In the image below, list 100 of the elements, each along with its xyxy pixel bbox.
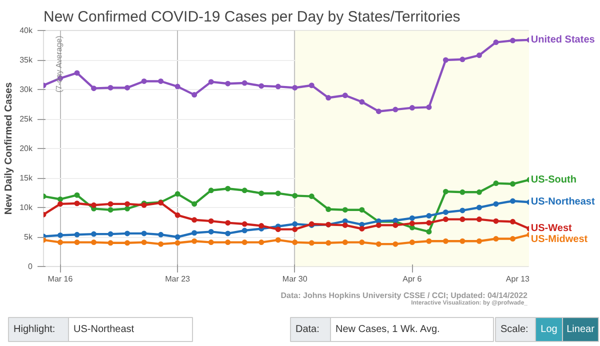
point <box>342 240 348 246</box>
point <box>493 180 499 186</box>
point <box>392 106 398 112</box>
series-label: US-Midwest <box>530 234 588 246</box>
point <box>124 201 130 207</box>
point <box>141 78 147 84</box>
point <box>442 209 448 215</box>
point <box>476 52 482 58</box>
point <box>409 215 415 221</box>
point <box>476 189 482 195</box>
point <box>174 84 180 90</box>
point <box>409 240 415 246</box>
point <box>359 207 365 213</box>
point <box>460 56 466 62</box>
point <box>242 188 248 194</box>
point <box>442 188 448 194</box>
y-tick-label: 30k <box>20 85 34 94</box>
point <box>174 240 180 246</box>
y-tick-label: 5k <box>24 232 34 242</box>
point <box>442 216 448 222</box>
point <box>376 222 382 228</box>
point <box>292 84 298 90</box>
point <box>308 240 314 246</box>
point <box>342 207 348 213</box>
point <box>174 234 180 240</box>
series-label: US-West <box>530 223 573 234</box>
point <box>242 221 248 227</box>
point <box>510 198 516 204</box>
point <box>74 232 80 238</box>
point <box>392 241 398 247</box>
point <box>225 80 231 86</box>
text: US-Northeast <box>74 324 134 335</box>
point <box>208 218 214 224</box>
point <box>359 240 365 246</box>
point <box>493 201 499 207</box>
x-tick-label: Apr 6 <box>402 274 422 284</box>
point <box>74 192 80 198</box>
point <box>442 57 448 63</box>
point <box>292 226 298 232</box>
x-tick-label: Apr 13 <box>506 274 530 284</box>
point <box>108 84 114 90</box>
point <box>292 221 298 227</box>
point <box>174 212 180 218</box>
point <box>308 82 314 88</box>
point <box>208 188 214 194</box>
point <box>392 222 398 228</box>
point <box>91 86 97 92</box>
point <box>141 230 147 236</box>
point <box>409 105 415 111</box>
y-tick-label: 10k <box>20 203 34 212</box>
point <box>493 218 499 224</box>
point <box>158 78 164 84</box>
point <box>58 240 64 246</box>
point <box>258 223 264 229</box>
point <box>275 84 281 90</box>
point <box>124 240 130 246</box>
series-label: US-Northeast <box>530 196 596 208</box>
point <box>326 240 332 246</box>
point <box>225 230 231 236</box>
point <box>225 186 231 192</box>
text: Data: <box>296 324 320 335</box>
point <box>108 231 114 237</box>
point <box>258 240 264 246</box>
point <box>192 201 198 207</box>
point <box>192 217 198 223</box>
point <box>493 40 499 46</box>
point <box>58 196 64 202</box>
point <box>460 238 466 244</box>
x-tick-label: Mar 23 <box>165 274 191 284</box>
point <box>74 200 80 206</box>
point <box>174 191 180 197</box>
y-tick-label: 40k <box>20 26 34 35</box>
point <box>141 240 147 246</box>
text: Scale: <box>500 324 528 335</box>
point <box>426 104 432 110</box>
point <box>108 207 114 213</box>
point <box>409 220 415 226</box>
point <box>108 201 114 207</box>
point <box>91 231 97 237</box>
text: Log <box>540 324 558 335</box>
point <box>192 92 198 98</box>
point <box>426 238 432 244</box>
point <box>359 226 365 232</box>
text: Highlight: <box>14 324 56 335</box>
point <box>124 230 130 236</box>
point <box>242 228 248 234</box>
point <box>208 228 214 234</box>
point <box>342 222 348 228</box>
point <box>208 79 214 85</box>
point <box>225 220 231 226</box>
text: New Cases, 1 Wk. Avg. <box>336 324 440 335</box>
text: Data: Johns Hopkins University CSSE / CCI; Updated: 04/14/2022 <box>280 291 528 300</box>
point <box>359 99 365 105</box>
point <box>74 70 80 76</box>
point <box>108 240 114 246</box>
y-tick-label: 15k <box>20 174 34 182</box>
text: Linear <box>566 324 596 335</box>
point <box>225 240 231 246</box>
point <box>376 241 382 247</box>
y-tick-label: 25k <box>20 114 34 124</box>
